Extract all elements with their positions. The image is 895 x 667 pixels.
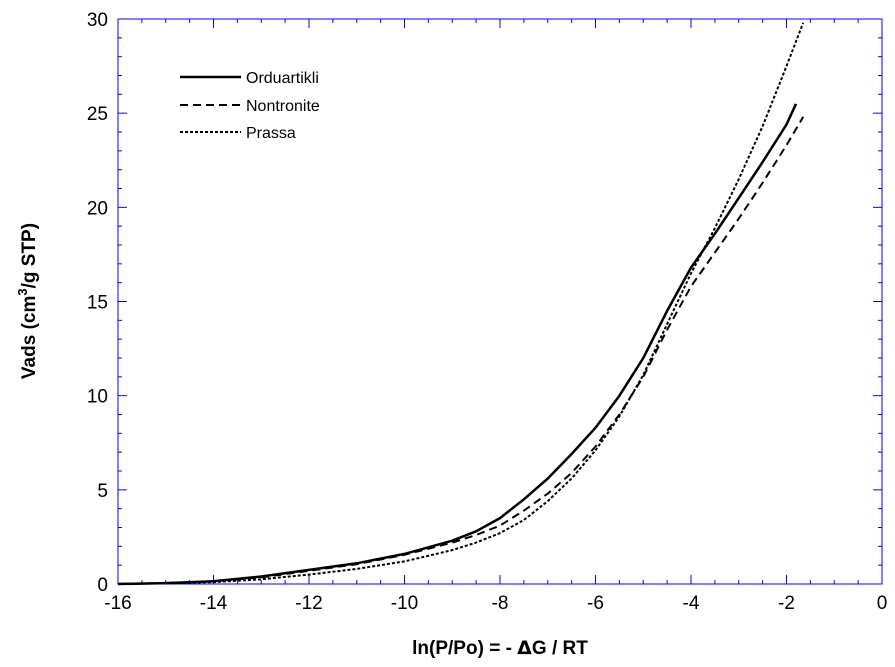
x-axis-title: ln(P/Po) = - ΔG / RT bbox=[412, 637, 588, 659]
legend-label-prassa: Prassa bbox=[246, 125, 296, 142]
x-axis-title-delta: Δ bbox=[517, 637, 532, 659]
y-axis-title-superscript: 3 bbox=[15, 288, 30, 295]
series-lines bbox=[117, 22, 805, 586]
x-tick-label: -16 bbox=[104, 593, 131, 614]
x-axis-title-rest: G / RT bbox=[532, 638, 588, 659]
y-axis-title-rest: /g STP) bbox=[19, 223, 40, 288]
y-tick-label: 30 bbox=[87, 10, 108, 31]
plot-frame bbox=[117, 18, 883, 585]
y-tick-label: 15 bbox=[87, 293, 108, 314]
y-tick-label: 20 bbox=[87, 198, 108, 219]
series-line-prassa bbox=[117, 22, 805, 585]
y-tick-label: 0 bbox=[97, 575, 108, 596]
legend-label-nontronite: Nontronite bbox=[246, 98, 320, 115]
y-tick-label: 25 bbox=[87, 104, 108, 125]
x-tick-label: -8 bbox=[492, 593, 509, 614]
x-axis-title-main: ln(P/Po) = - bbox=[412, 638, 517, 659]
axis-tick-labels: -16 -14 -12 -10 -8 -6 -4 -2 0 0 5 10 15 20 25 30 bbox=[87, 10, 887, 614]
series-line-orduartikli bbox=[117, 103, 798, 586]
x-tick-label: -14 bbox=[200, 593, 228, 614]
legend: Orduartikli Nontronite Prassa bbox=[180, 70, 320, 142]
x-tick-label: -6 bbox=[587, 593, 604, 614]
y-axis-title: Vads (cm3/g STP) bbox=[15, 223, 40, 379]
y-axis-title-main: Vads (cm bbox=[19, 296, 40, 379]
x-tick-label: -4 bbox=[683, 593, 700, 614]
legend-label-orduartikli: Orduartikli bbox=[246, 70, 319, 87]
axis-ticks bbox=[117, 18, 883, 585]
x-tick-label: -10 bbox=[391, 593, 418, 614]
x-tick-label: 0 bbox=[877, 593, 888, 614]
x-tick-label: -12 bbox=[295, 593, 322, 614]
y-tick-label: 5 bbox=[97, 481, 108, 502]
y-tick-label: 10 bbox=[87, 387, 108, 408]
x-tick-label: -2 bbox=[778, 593, 795, 614]
series-line-nontronite bbox=[117, 116, 805, 585]
